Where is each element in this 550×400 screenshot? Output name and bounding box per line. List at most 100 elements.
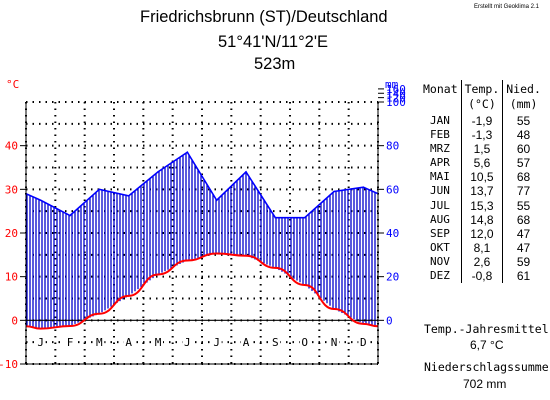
temp-point [127,295,130,297]
cell-month: APR [430,156,450,170]
cell-month: SEP [430,226,450,240]
table-row: OKT 8,1 47 [420,240,544,255]
prec-point [157,171,159,173]
prec-point [362,186,365,188]
temp-point [98,312,101,315]
temp-point [303,284,306,286]
month-label: D [360,336,367,349]
month-label: S [272,336,279,349]
right-tick-label: 0 [386,314,393,327]
cell-temp: -0,8 [460,269,503,284]
temp-point [215,252,218,255]
prec-point [186,151,189,154]
month-label-bg [299,335,310,349]
prec-point [215,199,218,202]
annual-temp-label: Temp.-Jahresmittel [424,322,549,336]
temp-point [69,325,71,327]
month-label: O [301,336,308,349]
cell-month: AUG [430,212,450,226]
prec-point [303,216,306,219]
cell-prec: 48 [502,128,544,143]
month-label-bg [241,335,251,349]
month-label: A [243,336,250,349]
cell-month: FEB [430,128,450,142]
month-label-bg [182,335,193,349]
cell-prec: 55 [502,114,544,129]
left-tick-label: 10 [5,271,18,284]
month-label-bg [329,335,339,349]
temperature-line [25,252,379,330]
prec-point [98,188,101,191]
month-label: A [125,336,132,349]
left-axis-unit: °C [6,78,19,91]
month-label: J [184,336,191,349]
table-row: NOV 2,6 59 [420,254,544,270]
temp-point [362,323,365,325]
precipitation-line [25,151,379,219]
chart-title-coordinates: 51°41'N/11°2'E [218,33,329,51]
month-label: M [155,336,162,349]
cell-month: MAI [430,170,450,184]
table-row: APR 5,6 57 [420,156,544,171]
cell-prec: 77 [502,184,544,199]
cell-month: DEZ [430,269,450,283]
left-tick-label: -10 [0,358,18,371]
temp-point [245,254,247,257]
month-label-bg [270,335,281,349]
cell-prec: 57 [502,156,544,171]
right-tick-label: 120 [386,92,406,105]
month-label: N [331,336,338,349]
month-label-bg [211,335,222,349]
right-tick-label: 40 [386,227,399,240]
prec-point [39,199,42,202]
cell-prec: 47 [502,240,544,255]
prec-point [333,190,335,193]
cell-prec: 59 [502,254,544,270]
table-row: DEZ -0,8 61 [420,269,544,284]
month-label: J [213,336,220,349]
prec-point [245,171,247,173]
month-label-bg [65,335,75,349]
cell-temp: 12,0 [460,226,503,241]
month-label-bg [123,335,134,349]
month-label-bg [35,335,46,349]
month-label: M [96,336,103,349]
credit-note: Erstellt mit Geoklima 2.1 [474,4,540,10]
cell-prec: 68 [502,170,544,185]
cell-month: NOV [430,254,450,268]
cell-month: JAN [430,114,450,127]
temp-point [39,327,42,330]
annual-prec-label: Niederschlagssumme [424,360,549,374]
temp-point [333,308,335,310]
right-tick-label: 140 [386,87,406,100]
month-label-bg [358,335,369,349]
table-row: SEP 12,0 47 [420,226,544,241]
cell-month: MRZ [430,142,450,156]
cell-prec: 55 [502,198,544,213]
table-row: MAI 10,5 68 [420,170,544,185]
table-row: FEB -1,3 48 [420,128,544,143]
table-row: JUL 15,3 55 [420,198,544,213]
cell-temp: 1,5 [460,142,503,157]
cell-prec: 61 [502,269,544,284]
cell-temp: 15,3 [460,198,503,213]
month-label-bg [153,335,163,349]
left-tick-label: 20 [5,227,18,240]
temp-point [157,273,159,276]
cell-temp: -1,9 [460,114,503,129]
cell-temp: -1,3 [460,128,503,143]
right-tick-label: 100 [386,96,406,109]
right-axis-unit: mm [385,78,399,91]
table-row: MRZ 1,5 60 [420,142,544,157]
table-row: JAN -1,9 55 [420,114,544,129]
annual-prec-value: 702 mm [463,377,507,391]
table-row: AUG 14,8 68 [420,212,544,227]
month-label-bg [94,335,105,349]
col-header-temp: Temp. (°C) [460,80,503,114]
cell-month: JUL [430,198,450,212]
left-tick-label: 0 [11,314,18,327]
chart-title-elevation: 523m [254,55,296,73]
temp-point [274,267,277,269]
cell-month: JUN [430,184,450,198]
